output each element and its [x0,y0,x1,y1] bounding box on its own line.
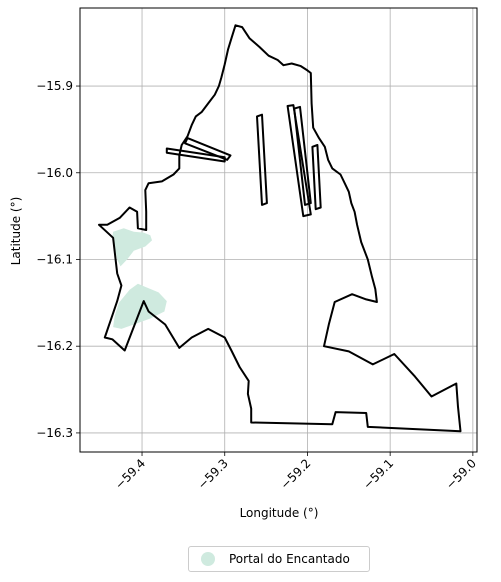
x-axis-label: Longitude (°) [240,506,319,520]
x-tick-label: −59.0 [443,456,479,492]
boundary-strip [293,105,312,206]
boundary-strip [286,104,312,218]
legend-marker-icon [201,552,215,566]
y-tick-label: −16.0 [36,166,73,180]
boundary-strip [311,144,322,211]
x-tick-label: −59.2 [278,456,314,492]
portal-do-encantado-area [113,283,167,329]
x-tick-label: −59.3 [195,456,231,492]
y-axis-label: Latitude (°) [9,197,23,266]
protected-area-layer [112,228,167,329]
boundary-strip [184,137,232,161]
legend-label: Portal do Encantado [229,552,350,566]
y-tick-label: −16.3 [36,426,73,440]
x-tick-label: −59.4 [112,456,148,492]
grid-lines [80,8,477,452]
plot-frame [79,7,478,453]
x-tick-label: −59.1 [360,456,396,492]
boundary-layer [98,24,462,433]
boundary-strip [256,113,268,206]
legend: Portal do Encantado [188,546,370,572]
territory-boundary [98,24,462,433]
y-tick-label: −16.1 [36,252,73,266]
portal-do-encantado-area [112,228,152,267]
y-tick-label: −16.2 [36,339,73,353]
boundary-strip [165,147,226,163]
y-tick-label: −15.9 [36,79,73,93]
